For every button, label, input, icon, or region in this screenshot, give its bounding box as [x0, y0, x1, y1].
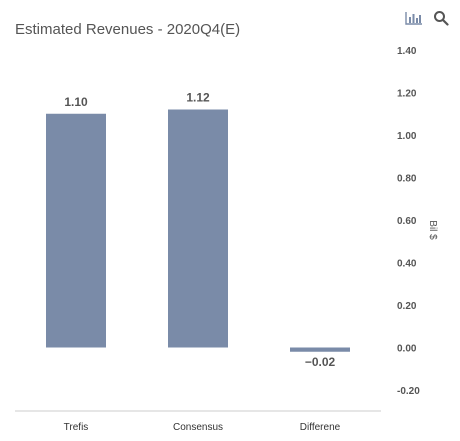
data-labels-layer: 1.10 1.12 −0.02 [64, 91, 335, 369]
y-tick-label: 1.40 [397, 46, 417, 57]
bar-consensus[interactable] [168, 109, 228, 348]
bar-differene[interactable] [290, 347, 350, 352]
y-tick-label: 0.60 [397, 216, 417, 227]
data-label-consensus: 1.12 [186, 91, 210, 105]
x-tick-label: Trefis [64, 422, 89, 433]
bar-chart-icon[interactable] [404, 8, 424, 28]
x-axis-labels: Trefis Consensus Differene [64, 422, 341, 433]
y-tick-label: -0.20 [397, 386, 420, 397]
x-tick-label: Differene [300, 422, 341, 433]
bars-layer [46, 109, 350, 352]
y-tick-label: 0.40 [397, 259, 417, 270]
data-label-differene: −0.02 [305, 355, 336, 369]
y-tick-label: 1.00 [397, 131, 417, 142]
y-axis-title: Bil $ [427, 220, 438, 240]
y-tick-label: 0.20 [397, 301, 417, 312]
y-tick-label: 0.00 [397, 344, 417, 355]
search-icon[interactable] [431, 8, 451, 28]
chart-title: Estimated Revenues - 2020Q4(E) [15, 21, 241, 38]
y-tick-label: 1.20 [397, 89, 417, 100]
data-label-trefis: 1.10 [64, 95, 88, 109]
y-axis-ticks: 1.40 1.20 1.00 0.80 0.60 0.40 0.20 0.00 -0.20 [397, 46, 420, 397]
y-tick-label: 0.80 [397, 174, 417, 185]
x-tick-label: Consensus [173, 422, 223, 433]
bar-trefis[interactable] [46, 113, 106, 348]
